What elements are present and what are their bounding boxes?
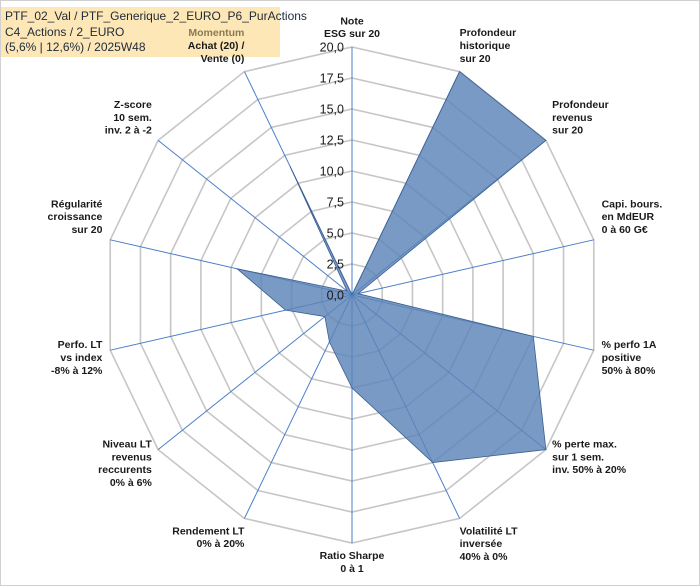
- category-label: Profondeur historique sur 20: [460, 27, 517, 65]
- category-label-line: Achat (20) /: [188, 40, 245, 52]
- category-label-line: % perfo 1A: [602, 339, 657, 351]
- category-label-line: sur 1 sem.: [552, 451, 604, 463]
- header-line-period: (5,6% | 12,6%) / 2025W48: [5, 40, 146, 54]
- category-label-line: croissance: [48, 211, 103, 223]
- category-label-line: Volatilité LT: [460, 525, 519, 537]
- header-line-asset-class: C4_Actions / 2_EURO: [5, 24, 125, 39]
- category-label: Note ESG sur 20: [324, 15, 380, 40]
- category-label-line: 0 à 60 G€: [602, 224, 648, 236]
- tick-label: 5,0: [327, 227, 344, 241]
- tick-label: 15,0: [320, 103, 344, 117]
- category-label-line: sur 20: [552, 125, 583, 137]
- category-label: Volatilité LT inversée 40% à 0%: [460, 525, 519, 563]
- category-label-line: 0% à 20%: [197, 538, 246, 550]
- category-label-line: inversée: [460, 538, 503, 550]
- tick-label: 12,5: [320, 134, 344, 148]
- category-label-line: Profondeur: [460, 27, 517, 39]
- category-label: % perte max. sur 1 sem. inv. 50% à 20%: [552, 439, 627, 477]
- category-label-line: Capi. bours.: [602, 198, 663, 210]
- category-label: Niveau LT revenus reccurents 0% à 6%: [98, 439, 152, 489]
- series-layer: [235, 70, 547, 463]
- category-label-line: sur 20: [460, 53, 491, 65]
- category-label-line: positive: [602, 352, 642, 364]
- category-label-line: % perte max.: [552, 439, 617, 451]
- axis-spoke: [157, 139, 353, 296]
- category-label: Momentum Achat (20) / Vente (0): [188, 27, 245, 65]
- category-label-line: 40% à 0%: [460, 551, 509, 563]
- category-label-line: Z-score: [114, 99, 152, 111]
- category-label-line: 10 sem.: [113, 112, 152, 124]
- header-line-portfolio: PTF_02_Val / PTF_Generique_2_EURO_P6_Pur…: [5, 9, 307, 23]
- category-label-line: revenus: [552, 112, 592, 124]
- tick-label: 17,5: [320, 72, 344, 86]
- category-label-line: sur 20: [71, 224, 102, 236]
- chart-header: PTF_02_Val / PTF_Generique_2_EURO_P6_Pur…: [1, 7, 307, 57]
- category-label-line: Momentum: [188, 27, 244, 39]
- category-label-line: Niveau LT: [102, 439, 152, 451]
- category-label-line: inv. 2 à -2: [105, 125, 152, 137]
- category-label-line: inv. 50% à 20%: [552, 464, 627, 476]
- category-label-line: 0% à 6%: [110, 477, 153, 489]
- tick-label: 0,0: [327, 289, 344, 303]
- tick-label: 20,0: [320, 41, 344, 55]
- category-label-line: Vente (0): [201, 53, 245, 65]
- category-label: % perfo 1A positive 50% à 80%: [602, 339, 657, 377]
- category-label-line: 50% à 80%: [602, 365, 656, 377]
- category-label-line: Rendement LT: [172, 525, 245, 537]
- category-label: Rendement LT 0% à 20%: [172, 525, 245, 550]
- series-area: [235, 70, 547, 463]
- axis-spoke: [351, 239, 594, 296]
- category-label-layer: Note ESG sur 20 Profondeur historique sur 20…: [48, 15, 663, 574]
- axis-spoke: [157, 294, 353, 451]
- category-label-line: vs index: [60, 352, 102, 364]
- tick-label: 2,5: [327, 258, 344, 272]
- category-label: Z-score 10 sem. inv. 2 à -2: [105, 99, 152, 137]
- category-label: Ratio Sharpe 0 à 1: [320, 550, 385, 575]
- category-label: Profondeur revenus sur 20: [552, 99, 609, 137]
- category-label-line: 0 à 1: [340, 563, 364, 575]
- category-label-line: reccurents: [98, 464, 152, 476]
- category-label: Perfo. LT vs index -8% à 12%: [51, 339, 103, 377]
- category-label: Capi. bours. en MdEUR 0 à 60 G€: [602, 198, 663, 236]
- tick-label: 10,0: [320, 165, 344, 179]
- category-label: Régularité croissance sur 20: [48, 198, 103, 236]
- category-label-line: en MdEUR: [602, 211, 655, 223]
- tick-label-layer: 0,0 2,5 5,0 7,5 10,0 12,5 15,0 17,5 20,0: [320, 41, 344, 303]
- category-label-line: Note: [340, 15, 363, 27]
- category-label-line: Profondeur: [552, 99, 609, 111]
- category-label-line: -8% à 12%: [51, 365, 103, 377]
- tick-label: 7,5: [327, 196, 344, 210]
- category-label-line: revenus: [112, 451, 152, 463]
- category-label-line: ESG sur 20: [324, 28, 380, 40]
- category-label-line: Ratio Sharpe: [320, 550, 385, 562]
- category-label-line: Régularité: [51, 198, 103, 210]
- category-label-line: historique: [460, 40, 511, 52]
- category-label-line: Perfo. LT: [58, 339, 103, 351]
